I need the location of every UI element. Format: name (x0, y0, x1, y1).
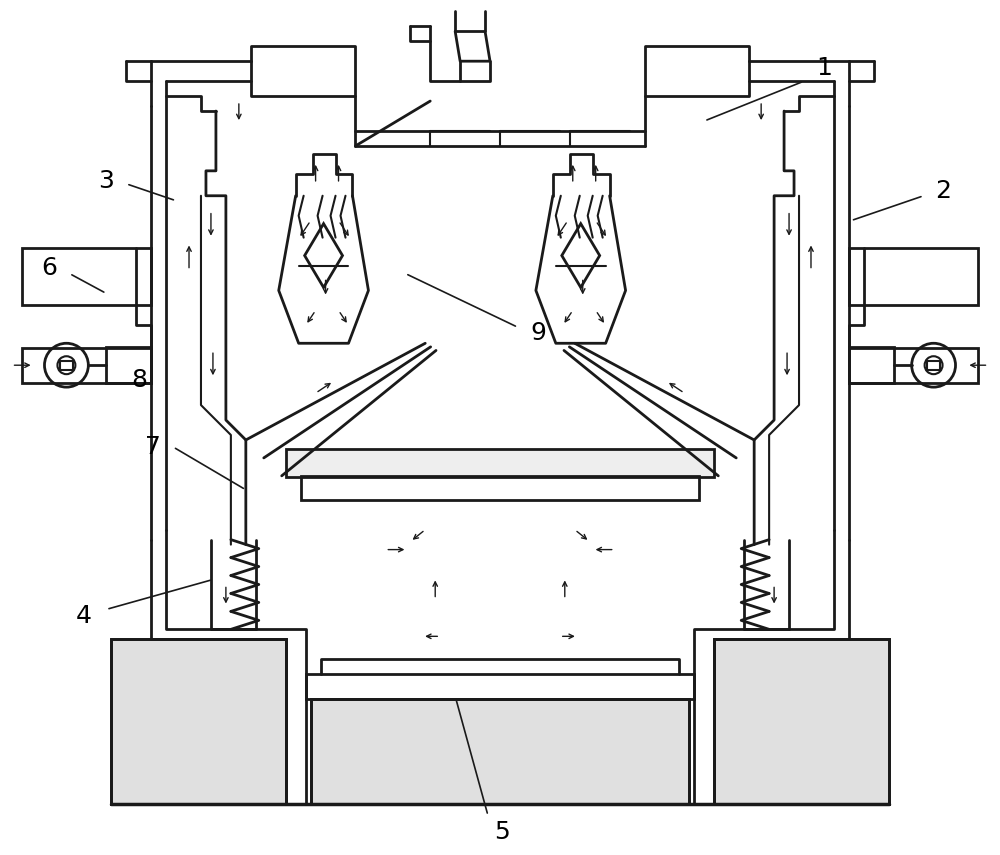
Bar (927, 361, 940, 369)
Bar (306, 675, 694, 699)
Text: 9: 9 (530, 321, 546, 345)
Text: 1: 1 (816, 56, 832, 80)
Bar (849, 248, 978, 305)
Bar (60, 361, 73, 369)
Text: 2: 2 (936, 179, 952, 203)
Bar (849, 347, 894, 383)
Bar (311, 699, 689, 804)
Bar (22, 348, 151, 383)
Bar (714, 640, 889, 804)
Bar (106, 347, 151, 383)
Bar (849, 348, 978, 383)
Text: 4: 4 (75, 604, 91, 628)
Bar (714, 640, 889, 804)
Bar (286, 449, 714, 477)
Text: 6: 6 (41, 256, 57, 280)
Text: 3: 3 (98, 168, 114, 193)
Text: 5: 5 (494, 820, 510, 844)
Bar (111, 640, 286, 804)
Text: 8: 8 (131, 369, 147, 392)
Bar (111, 640, 286, 804)
Bar (22, 248, 151, 305)
Text: 7: 7 (145, 435, 161, 459)
Bar (311, 699, 689, 804)
Bar (301, 476, 699, 500)
